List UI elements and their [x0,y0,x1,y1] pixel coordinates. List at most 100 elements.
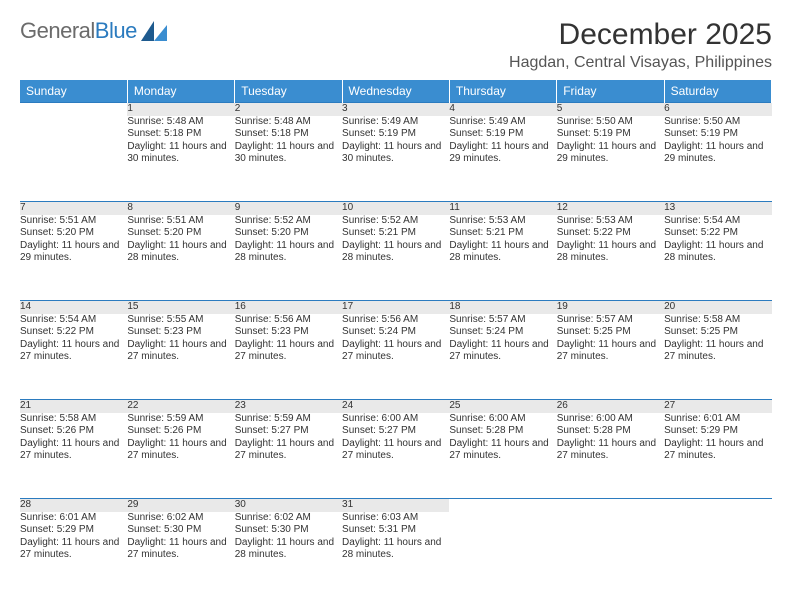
sunset-text: Sunset: 5:30 PM [235,524,342,537]
day-cell: Sunrise: 5:54 AMSunset: 5:22 PMDaylight:… [20,314,127,400]
day-number: 23 [235,400,342,413]
sunrise-text: Sunrise: 5:58 AM [664,314,771,327]
day-number: 18 [449,301,556,314]
sunrise-text: Sunrise: 6:00 AM [342,413,449,426]
day-content-row: Sunrise: 5:54 AMSunset: 5:22 PMDaylight:… [20,314,772,400]
day-number: 10 [342,202,449,215]
sunrise-text: Sunrise: 6:00 AM [557,413,664,426]
daylight-text: Daylight: 11 hours and 28 minutes. [235,537,342,562]
logo-text-1: General [20,18,95,44]
daylight-text: Daylight: 11 hours and 29 minutes. [664,141,771,166]
day-cell: Sunrise: 6:00 AMSunset: 5:27 PMDaylight:… [342,413,449,499]
day-cell: Sunrise: 6:02 AMSunset: 5:30 PMDaylight:… [235,512,342,598]
daylight-text: Daylight: 11 hours and 27 minutes. [449,438,556,463]
sunset-text: Sunset: 5:29 PM [20,524,127,537]
day-cell: Sunrise: 5:49 AMSunset: 5:19 PMDaylight:… [449,116,556,202]
calendar-table: Sunday Monday Tuesday Wednesday Thursday… [20,80,772,598]
day-number: 19 [557,301,664,314]
sunrise-text: Sunrise: 5:54 AM [664,215,771,228]
day-number: 24 [342,400,449,413]
day-number: 14 [20,301,127,314]
day-number [557,499,664,512]
sunrise-text: Sunrise: 5:49 AM [342,116,449,129]
daylight-text: Daylight: 11 hours and 27 minutes. [20,339,127,364]
day-cell: Sunrise: 6:00 AMSunset: 5:28 PMDaylight:… [449,413,556,499]
daylight-text: Daylight: 11 hours and 29 minutes. [557,141,664,166]
sunset-text: Sunset: 5:28 PM [557,425,664,438]
day-cell: Sunrise: 5:58 AMSunset: 5:25 PMDaylight:… [664,314,771,400]
day-cell: Sunrise: 5:49 AMSunset: 5:19 PMDaylight:… [342,116,449,202]
sunset-text: Sunset: 5:25 PM [557,326,664,339]
sunset-text: Sunset: 5:25 PM [664,326,771,339]
day-cell: Sunrise: 5:51 AMSunset: 5:20 PMDaylight:… [127,215,234,301]
sunset-text: Sunset: 5:26 PM [127,425,234,438]
sunset-text: Sunset: 5:31 PM [342,524,449,537]
day-content-row: Sunrise: 5:58 AMSunset: 5:26 PMDaylight:… [20,413,772,499]
day-cell: Sunrise: 5:56 AMSunset: 5:24 PMDaylight:… [342,314,449,400]
sunrise-text: Sunrise: 5:57 AM [557,314,664,327]
title-block: December 2025 Hagdan, Central Visayas, P… [509,18,772,72]
daylight-text: Daylight: 11 hours and 27 minutes. [235,438,342,463]
day-cell: Sunrise: 5:58 AMSunset: 5:26 PMDaylight:… [20,413,127,499]
daylight-text: Daylight: 11 hours and 27 minutes. [664,438,771,463]
sunset-text: Sunset: 5:22 PM [20,326,127,339]
daylight-text: Daylight: 11 hours and 29 minutes. [20,240,127,265]
day-cell: Sunrise: 5:50 AMSunset: 5:19 PMDaylight:… [557,116,664,202]
day-number: 17 [342,301,449,314]
day-number: 7 [20,202,127,215]
day-cell: Sunrise: 5:50 AMSunset: 5:19 PMDaylight:… [664,116,771,202]
sunrise-text: Sunrise: 5:52 AM [342,215,449,228]
weekday-header: Friday [557,80,664,103]
sunset-text: Sunset: 5:30 PM [127,524,234,537]
daylight-text: Daylight: 11 hours and 27 minutes. [235,339,342,364]
day-cell [664,512,771,598]
daylight-text: Daylight: 11 hours and 27 minutes. [449,339,556,364]
day-number: 12 [557,202,664,215]
day-number-row: 78910111213 [20,202,772,215]
sunset-text: Sunset: 5:29 PM [664,425,771,438]
daylight-text: Daylight: 11 hours and 27 minutes. [664,339,771,364]
day-number: 25 [449,400,556,413]
day-cell [557,512,664,598]
day-cell [449,512,556,598]
day-cell: Sunrise: 5:52 AMSunset: 5:21 PMDaylight:… [342,215,449,301]
sunset-text: Sunset: 5:27 PM [342,425,449,438]
day-number: 28 [20,499,127,512]
weekday-header: Monday [127,80,234,103]
daylight-text: Daylight: 11 hours and 30 minutes. [342,141,449,166]
sunrise-text: Sunrise: 6:01 AM [664,413,771,426]
sunrise-text: Sunrise: 6:03 AM [342,512,449,525]
sunrise-text: Sunrise: 5:58 AM [20,413,127,426]
day-cell: Sunrise: 5:56 AMSunset: 5:23 PMDaylight:… [235,314,342,400]
weekday-header: Tuesday [235,80,342,103]
daylight-text: Daylight: 11 hours and 29 minutes. [449,141,556,166]
daylight-text: Daylight: 11 hours and 27 minutes. [127,339,234,364]
day-content-row: Sunrise: 5:48 AMSunset: 5:18 PMDaylight:… [20,116,772,202]
daylight-text: Daylight: 11 hours and 28 minutes. [664,240,771,265]
sunrise-text: Sunrise: 5:57 AM [449,314,556,327]
daylight-text: Daylight: 11 hours and 28 minutes. [557,240,664,265]
day-cell [20,116,127,202]
day-number: 6 [664,103,771,116]
day-number: 26 [557,400,664,413]
day-cell: Sunrise: 6:01 AMSunset: 5:29 PMDaylight:… [664,413,771,499]
day-number: 1 [127,103,234,116]
day-cell: Sunrise: 5:51 AMSunset: 5:20 PMDaylight:… [20,215,127,301]
sunset-text: Sunset: 5:26 PM [20,425,127,438]
daylight-text: Daylight: 11 hours and 28 minutes. [342,240,449,265]
day-number: 15 [127,301,234,314]
day-cell: Sunrise: 5:52 AMSunset: 5:20 PMDaylight:… [235,215,342,301]
day-number-row: 14151617181920 [20,301,772,314]
day-number: 9 [235,202,342,215]
weekday-header: Wednesday [342,80,449,103]
sunrise-text: Sunrise: 5:50 AM [664,116,771,129]
sunset-text: Sunset: 5:20 PM [127,227,234,240]
day-cell: Sunrise: 5:55 AMSunset: 5:23 PMDaylight:… [127,314,234,400]
sunset-text: Sunset: 5:20 PM [235,227,342,240]
location: Hagdan, Central Visayas, Philippines [509,54,772,72]
day-number: 4 [449,103,556,116]
day-content-row: Sunrise: 5:51 AMSunset: 5:20 PMDaylight:… [20,215,772,301]
day-cell: Sunrise: 5:57 AMSunset: 5:24 PMDaylight:… [449,314,556,400]
sunset-text: Sunset: 5:22 PM [664,227,771,240]
sunset-text: Sunset: 5:23 PM [127,326,234,339]
